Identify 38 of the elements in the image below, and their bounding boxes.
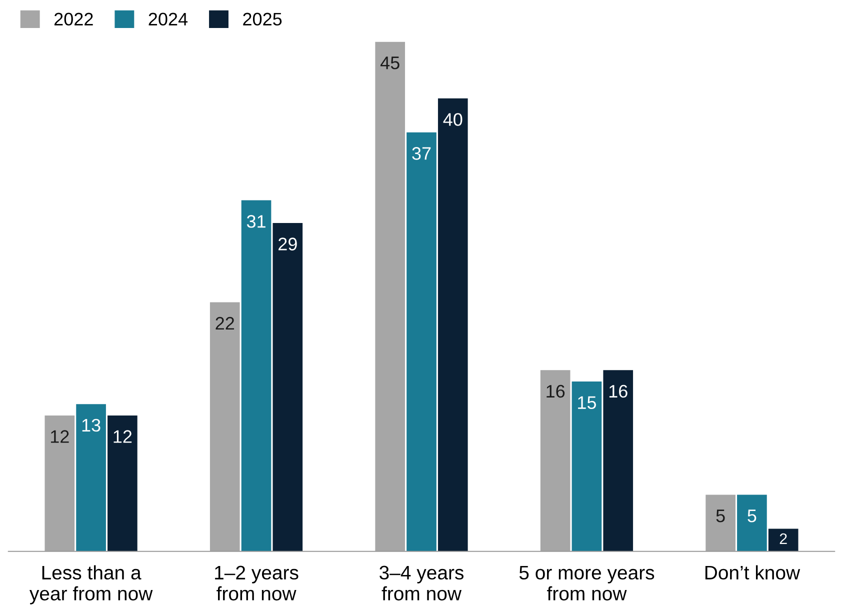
- data-label: 29: [278, 238, 297, 250]
- bar: [438, 98, 468, 552]
- bar: [540, 370, 570, 552]
- bar: [241, 200, 272, 552]
- bar: [272, 222, 303, 552]
- bar: [737, 494, 767, 552]
- bar: [572, 382, 602, 552]
- x-tick-label: 3–4 years from now: [380, 566, 464, 600]
- data-label: 5: [748, 510, 756, 522]
- x-tick-label: 1–2 years from now: [215, 566, 298, 600]
- data-label: 12: [50, 430, 69, 443]
- legend-label: 2022: [54, 12, 93, 26]
- x-tick-label: 5 or more years from now: [519, 566, 654, 600]
- data-label: 15: [578, 396, 596, 409]
- x-tick-label: Less than a year from now: [30, 565, 153, 604]
- bar: [603, 370, 634, 552]
- legend-label: 2025: [243, 12, 282, 26]
- data-label: 40: [443, 113, 462, 126]
- data-label: 31: [246, 215, 266, 228]
- bar: [44, 415, 75, 552]
- data-label: 5: [716, 510, 725, 522]
- bar: [406, 132, 436, 552]
- bar: [108, 415, 138, 552]
- data-label: 2: [780, 533, 787, 544]
- data-label: 45: [380, 56, 400, 70]
- bar: [210, 302, 240, 552]
- data-label: 13: [82, 418, 100, 432]
- x-tick-label: Don’t know: [705, 565, 800, 580]
- bar: [76, 404, 106, 552]
- bar: [768, 528, 798, 552]
- data-label: 12: [114, 430, 132, 443]
- bar: [706, 494, 736, 552]
- data-label: 37: [412, 147, 431, 160]
- data-label: 16: [609, 384, 628, 398]
- legend-label: 2024: [148, 12, 188, 26]
- data-label: 22: [216, 316, 234, 330]
- data-label: 16: [546, 384, 565, 398]
- bar: [375, 42, 406, 552]
